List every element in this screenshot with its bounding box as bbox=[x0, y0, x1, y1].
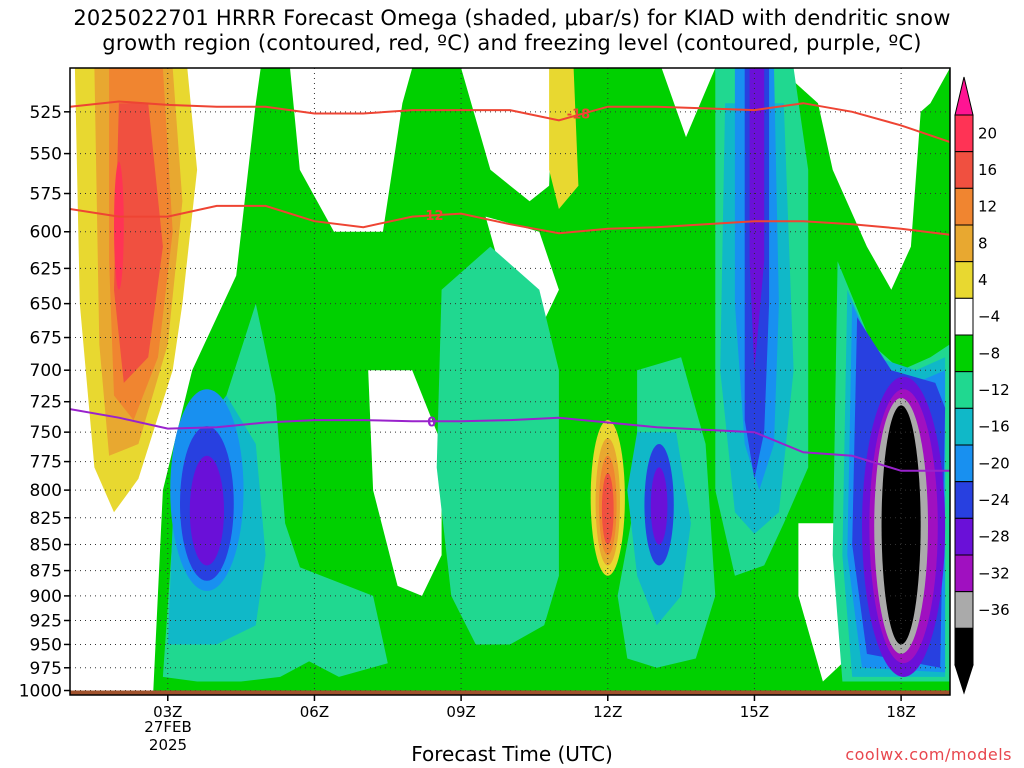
shade-omega-plus4-c bbox=[549, 68, 579, 209]
x-tick-label-09Z: 09Z bbox=[446, 703, 475, 721]
colorbar-bin-7 bbox=[954, 371, 974, 409]
y-tick-label-625: 625 bbox=[30, 259, 62, 279]
colorbar-label-1: 16 bbox=[978, 161, 997, 179]
y-tick-label-550: 550 bbox=[30, 145, 62, 165]
colorbar-bin-4 bbox=[954, 261, 974, 299]
colorbar-label-10: −24 bbox=[978, 491, 1010, 509]
surface-terrain-band bbox=[70, 690, 950, 695]
colorbar-bin-10 bbox=[954, 481, 974, 519]
shade-omega-minus8-b bbox=[294, 565, 388, 677]
chart-title: 2025022701 HRRR Forecast Omega (shaded, … bbox=[0, 6, 1024, 56]
colorbar-bin-0 bbox=[954, 114, 974, 153]
colorbar-label-11: −28 bbox=[978, 528, 1010, 546]
contour-line-0 bbox=[70, 100, 950, 144]
omega-shading bbox=[70, 68, 950, 695]
colorbar-label-6: −8 bbox=[978, 344, 1000, 362]
x-axis-label: Forecast Time (UTC) bbox=[411, 742, 613, 766]
y-tick-label-800: 800 bbox=[30, 481, 62, 501]
contour-label-0: -18 bbox=[567, 108, 591, 123]
colorbar-bin-6 bbox=[954, 334, 974, 373]
omega-colorbar: 20 16 12 8 4 −4 −8 −12 −16 −20 −24 −28 −32 −36 bbox=[954, 76, 1010, 695]
y-tick-label-675: 675 bbox=[30, 329, 62, 349]
shade-omega-minus36-d bbox=[881, 405, 921, 645]
temperature-contours: -18 -12 0 bbox=[70, 100, 950, 472]
contour-label-1: -12 bbox=[420, 209, 444, 224]
contour-label-2: 0 bbox=[427, 415, 436, 430]
y-tick-label-1000: 1000 bbox=[19, 682, 62, 702]
x-tick-label-15Z: 15Z bbox=[740, 703, 769, 721]
colorbar-bin-3 bbox=[954, 224, 974, 263]
plot-frame bbox=[69, 67, 951, 696]
colorbar-bin-9 bbox=[954, 444, 974, 483]
colorbar-bin-11 bbox=[954, 517, 974, 556]
colorbar-bin-14 bbox=[954, 627, 974, 666]
y-tick-label-775: 775 bbox=[30, 453, 62, 473]
x-tick-label-18Z: 18Z bbox=[886, 703, 915, 721]
y-tick-label-575: 575 bbox=[30, 185, 62, 205]
y-tick-label-925: 925 bbox=[30, 612, 62, 632]
shade-omega-near-zero-1 bbox=[368, 370, 442, 596]
colorbar-top-arrow bbox=[954, 76, 974, 116]
shade-omega-plus20-a bbox=[114, 161, 124, 290]
y-tick-label-725: 725 bbox=[30, 393, 62, 413]
chart-title-line1: 2025022701 HRRR Forecast Omega (shaded, … bbox=[73, 6, 951, 30]
colorbar-label-0: 20 bbox=[978, 124, 997, 142]
colorbar-label-4: 4 bbox=[978, 271, 988, 289]
y-tick-label-750: 750 bbox=[30, 423, 62, 443]
shade-omega-minus8-c bbox=[436, 246, 559, 645]
colorbar-label-9: −20 bbox=[978, 454, 1010, 472]
x-tick-label-03Z: 03Z bbox=[153, 703, 182, 721]
colorbar-label-2: 12 bbox=[978, 198, 997, 216]
shade-omega-minus24-a bbox=[189, 455, 224, 566]
y-tick-label-875: 875 bbox=[30, 562, 62, 582]
y-tick-label-825: 825 bbox=[30, 509, 62, 529]
colorbar-bin-13 bbox=[954, 591, 974, 629]
colorbar-label-13: −36 bbox=[978, 601, 1010, 619]
shade-omega-minus24-b bbox=[650, 467, 668, 545]
y-tick-label-900: 900 bbox=[30, 587, 62, 607]
colorbar-bin-12 bbox=[954, 554, 974, 593]
y-tick-label-950: 950 bbox=[30, 635, 62, 655]
colorbar-bottom-arrow bbox=[954, 664, 974, 695]
colorbar-bin-1 bbox=[954, 151, 974, 189]
x-tick-label-12Z: 12Z bbox=[593, 703, 622, 721]
colorbar-bin-8 bbox=[954, 407, 974, 446]
colorbar-bin-5 bbox=[954, 297, 974, 336]
y-tick-label-650: 650 bbox=[30, 295, 62, 315]
dotted-grid bbox=[70, 68, 950, 695]
colorbar-bin-2 bbox=[954, 187, 974, 226]
y-tick-label-600: 600 bbox=[30, 223, 62, 243]
colorbar-label-5: −4 bbox=[978, 308, 1000, 326]
time-axis: 27FEB 2025 03Z 06Z 09Z 12Z 15Z 18Z bbox=[144, 695, 916, 754]
credit-link[interactable]: coolwx.com/models bbox=[845, 745, 1012, 764]
shade-omega-minus24-c bbox=[749, 68, 765, 371]
chart-title-line2: growth region (contoured, red, ºC) and f… bbox=[102, 31, 922, 55]
y-tick-label-850: 850 bbox=[30, 536, 62, 556]
x-date-line1: 27FEB bbox=[144, 718, 191, 736]
colorbar-label-3: 8 bbox=[978, 234, 988, 252]
contour-line-1 bbox=[70, 204, 950, 236]
pressure-axis: 525 550 575 600 625 650 675 700 725 750 775 800 825 8… bbox=[19, 103, 70, 702]
y-tick-label-700: 700 bbox=[30, 361, 62, 381]
x-date-line2: 2025 bbox=[149, 736, 187, 754]
x-tick-label-06Z: 06Z bbox=[300, 703, 329, 721]
contour-line-2 bbox=[70, 408, 950, 472]
colorbar-label-8: −16 bbox=[978, 418, 1010, 436]
colorbar-label-7: −12 bbox=[978, 381, 1010, 399]
y-tick-label-525: 525 bbox=[30, 103, 62, 123]
colorbar-label-12: −32 bbox=[978, 564, 1010, 582]
y-tick-label-975: 975 bbox=[30, 659, 62, 679]
shade-omega-plus16-a bbox=[114, 103, 163, 383]
